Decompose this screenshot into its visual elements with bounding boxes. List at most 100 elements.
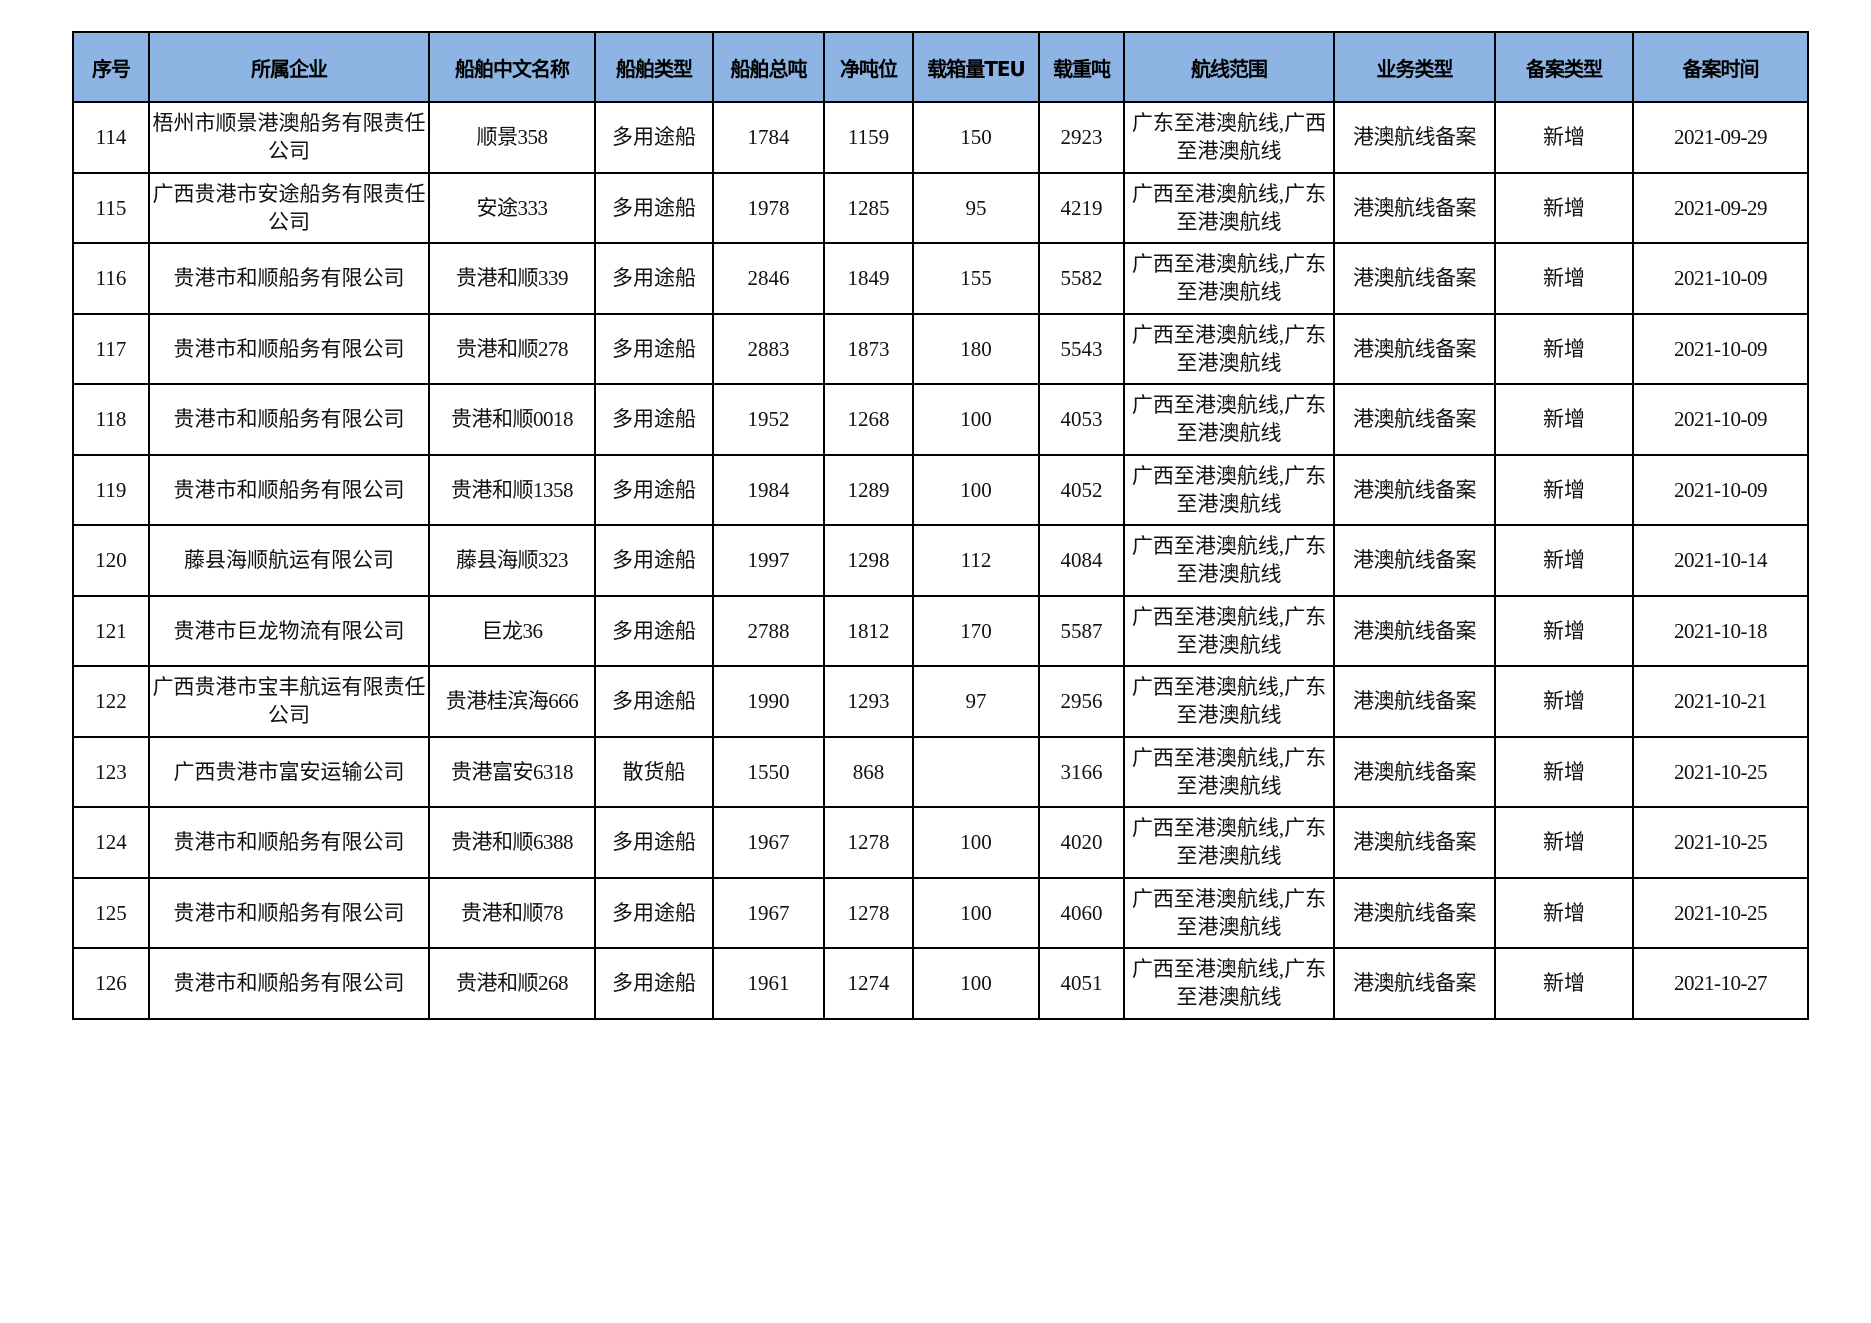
cell-business-type: 港澳航线备案 bbox=[1333, 665, 1496, 738]
cell-net-tonnage: 1278 bbox=[823, 876, 914, 949]
column-header-filing-type: 备案类型 bbox=[1494, 31, 1634, 103]
cell-net-tonnage: 1293 bbox=[823, 665, 914, 738]
cell-index: 120 bbox=[72, 524, 150, 597]
cell-index: 123 bbox=[72, 735, 150, 808]
cell-gross-tonnage: 1990 bbox=[712, 665, 825, 738]
cell-ship-name: 巨龙36 bbox=[428, 594, 596, 667]
cell-ship-name: 贵港和顺268 bbox=[428, 947, 596, 1020]
table-row: 124 贵港市和顺船务有限公司 贵港和顺6388 多用途船 1967 1278 100 402… bbox=[72, 806, 1809, 879]
cell-gross-tonnage: 1952 bbox=[712, 383, 825, 456]
cell-ship-type: 多用途船 bbox=[594, 171, 714, 244]
cell-teu-capacity: 180 bbox=[912, 312, 1040, 385]
cell-net-tonnage: 1298 bbox=[823, 524, 914, 597]
cell-gross-tonnage: 1784 bbox=[712, 101, 825, 174]
cell-filing-date: 2021-10-25 bbox=[1632, 876, 1809, 949]
cell-business-type: 港澳航线备案 bbox=[1333, 101, 1496, 174]
column-header-gross-tonnage: 船舶总吨 bbox=[712, 31, 825, 103]
cell-company: 贵港市和顺船务有限公司 bbox=[148, 383, 430, 456]
cell-filing-type: 新增 bbox=[1494, 876, 1634, 949]
cell-index: 122 bbox=[72, 665, 150, 738]
cell-business-type: 港澳航线备案 bbox=[1333, 876, 1496, 949]
table-body: 114 梧州市顺景港澳船务有限责任公司 顺景358 多用途船 1784 1159 150 29… bbox=[72, 101, 1809, 1020]
cell-filing-date: 2021-10-09 bbox=[1632, 312, 1809, 385]
cell-route-scope: 广西至港澳航线,广东至港澳航线 bbox=[1123, 665, 1335, 738]
cell-index: 115 bbox=[72, 171, 150, 244]
cell-deadweight: 2923 bbox=[1038, 101, 1125, 174]
column-header-filing-date: 备案时间 bbox=[1632, 31, 1809, 103]
cell-company: 贵港市和顺船务有限公司 bbox=[148, 806, 430, 879]
cell-filing-type: 新增 bbox=[1494, 101, 1634, 174]
cell-index: 126 bbox=[72, 947, 150, 1020]
cell-route-scope: 广西至港澳航线,广东至港澳航线 bbox=[1123, 735, 1335, 808]
column-header-deadweight: 载重吨 bbox=[1038, 31, 1125, 103]
cell-ship-type: 多用途船 bbox=[594, 383, 714, 456]
table-row: 123 广西贵港市富安运输公司 贵港富安6318 散货船 1550 868 3166 广西至港… bbox=[72, 735, 1809, 808]
column-header-ship-type: 船舶类型 bbox=[594, 31, 714, 103]
cell-route-scope: 广西至港澳航线,广东至港澳航线 bbox=[1123, 876, 1335, 949]
cell-index: 121 bbox=[72, 594, 150, 667]
cell-net-tonnage: 868 bbox=[823, 735, 914, 808]
cell-teu-capacity bbox=[912, 735, 1040, 808]
cell-route-scope: 广西至港澳航线,广东至港澳航线 bbox=[1123, 947, 1335, 1020]
cell-ship-name: 贵港和顺0018 bbox=[428, 383, 596, 456]
cell-teu-capacity: 100 bbox=[912, 947, 1040, 1020]
cell-ship-name: 贵港和顺278 bbox=[428, 312, 596, 385]
cell-gross-tonnage: 1997 bbox=[712, 524, 825, 597]
cell-net-tonnage: 1849 bbox=[823, 242, 914, 315]
cell-ship-type: 多用途船 bbox=[594, 876, 714, 949]
cell-ship-name: 贵港富安6318 bbox=[428, 735, 596, 808]
cell-net-tonnage: 1812 bbox=[823, 594, 914, 667]
cell-deadweight: 4052 bbox=[1038, 453, 1125, 526]
cell-gross-tonnage: 2846 bbox=[712, 242, 825, 315]
cell-deadweight: 4051 bbox=[1038, 947, 1125, 1020]
ship-filing-table: 序号 所属企业 船舶中文名称 船舶类型 船舶总吨 净吨位 载箱量TEU 载重吨 航线范围 业务类型… bbox=[72, 31, 1809, 1020]
cell-route-scope: 广西至港澳航线,广东至港澳航线 bbox=[1123, 806, 1335, 879]
cell-index: 116 bbox=[72, 242, 150, 315]
cell-deadweight: 4219 bbox=[1038, 171, 1125, 244]
cell-index: 114 bbox=[72, 101, 150, 174]
cell-gross-tonnage: 1967 bbox=[712, 806, 825, 879]
cell-business-type: 港澳航线备案 bbox=[1333, 594, 1496, 667]
cell-gross-tonnage: 1550 bbox=[712, 735, 825, 808]
cell-filing-date: 2021-10-09 bbox=[1632, 242, 1809, 315]
cell-business-type: 港澳航线备案 bbox=[1333, 735, 1496, 808]
cell-company: 梧州市顺景港澳船务有限责任公司 bbox=[148, 101, 430, 174]
cell-route-scope: 广西至港澳航线,广东至港澳航线 bbox=[1123, 312, 1335, 385]
cell-deadweight: 4084 bbox=[1038, 524, 1125, 597]
cell-ship-name: 贵港和顺339 bbox=[428, 242, 596, 315]
cell-deadweight: 4020 bbox=[1038, 806, 1125, 879]
column-header-business-type: 业务类型 bbox=[1333, 31, 1496, 103]
cell-ship-type: 多用途船 bbox=[594, 312, 714, 385]
cell-teu-capacity: 97 bbox=[912, 665, 1040, 738]
cell-gross-tonnage: 1967 bbox=[712, 876, 825, 949]
table-row: 125 贵港市和顺船务有限公司 贵港和顺78 多用途船 1967 1278 100 4060 广… bbox=[72, 876, 1809, 949]
cell-business-type: 港澳航线备案 bbox=[1333, 312, 1496, 385]
cell-net-tonnage: 1285 bbox=[823, 171, 914, 244]
cell-filing-date: 2021-09-29 bbox=[1632, 171, 1809, 244]
cell-index: 118 bbox=[72, 383, 150, 456]
cell-filing-type: 新增 bbox=[1494, 806, 1634, 879]
cell-ship-name: 贵港和顺6388 bbox=[428, 806, 596, 879]
cell-company: 贵港市和顺船务有限公司 bbox=[148, 312, 430, 385]
cell-ship-name: 贵港和顺1358 bbox=[428, 453, 596, 526]
cell-filing-type: 新增 bbox=[1494, 171, 1634, 244]
column-header-net-tonnage: 净吨位 bbox=[823, 31, 914, 103]
cell-deadweight: 4060 bbox=[1038, 876, 1125, 949]
cell-ship-type: 多用途船 bbox=[594, 453, 714, 526]
cell-business-type: 港澳航线备案 bbox=[1333, 453, 1496, 526]
cell-teu-capacity: 100 bbox=[912, 806, 1040, 879]
table-row: 122 广西贵港市宝丰航运有限责任公司 贵港桂滨海666 多用途船 1990 1293 97… bbox=[72, 665, 1809, 738]
cell-net-tonnage: 1873 bbox=[823, 312, 914, 385]
cell-ship-type: 多用途船 bbox=[594, 524, 714, 597]
cell-gross-tonnage: 2788 bbox=[712, 594, 825, 667]
cell-filing-date: 2021-09-29 bbox=[1632, 101, 1809, 174]
cell-net-tonnage: 1268 bbox=[823, 383, 914, 456]
column-header-company: 所属企业 bbox=[148, 31, 430, 103]
cell-teu-capacity: 170 bbox=[912, 594, 1040, 667]
cell-route-scope: 广西至港澳航线,广东至港澳航线 bbox=[1123, 524, 1335, 597]
column-header-route-scope: 航线范围 bbox=[1123, 31, 1335, 103]
cell-route-scope: 广西至港澳航线,广东至港澳航线 bbox=[1123, 594, 1335, 667]
cell-filing-type: 新增 bbox=[1494, 383, 1634, 456]
cell-filing-type: 新增 bbox=[1494, 594, 1634, 667]
cell-ship-type: 散货船 bbox=[594, 735, 714, 808]
